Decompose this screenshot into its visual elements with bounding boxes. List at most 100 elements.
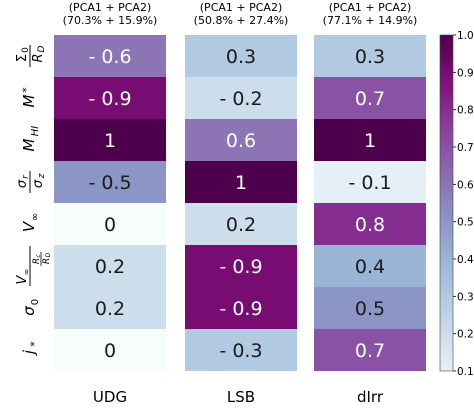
cell-value-label: 0.7 [355,88,385,110]
cell-value-label: 0.8 [355,214,385,236]
heatmap-cell [185,77,297,119]
svg-text:Σ: Σ [15,54,30,62]
svg-text:σ: σ [15,179,30,188]
heatmap-cell [54,35,166,77]
svg-text:∞: ∞ [22,269,31,276]
cell-value-label: - 0.3 [219,340,262,362]
row-label: M* [20,87,38,108]
colorbar-tick-label: 0.9 [457,67,474,79]
cell-value-label: 0.3 [226,46,256,68]
svg-text:HI: HI [30,126,41,137]
pca-label-line1: (PCA1 + PCA2) [69,1,151,14]
svg-text:V: V [20,220,38,232]
heatmap-cell [185,35,297,77]
pca-variance-label: (50.8% + 27.4%) [194,14,289,27]
cell-value-label: - 0.2 [219,88,262,110]
colorbar-tick-label: 0.3 [457,291,474,303]
cell-value-label: 0.7 [355,340,385,362]
cell-value-label: - 0.9 [219,256,262,278]
cell-value-label: 0.3 [355,46,385,68]
colorbar-gradient [439,34,454,372]
heatmap-cell [185,119,297,161]
heatmap-cell [314,203,426,245]
svg-text:M: M [20,138,38,151]
colorbar-tick-label: 0.2 [457,329,474,341]
heatmap-cell [54,287,166,329]
panel-label: dIrr [357,388,384,406]
svg-text:*: * [28,341,41,347]
cell-value-label: 1 [104,130,116,152]
cell-value-label: - 0.1 [348,172,391,194]
heatmap-cell [54,329,166,371]
svg-text:0: 0 [21,47,31,53]
heatmap-cell [185,203,297,245]
heatmap-cell [314,77,426,119]
heatmap-cell [54,245,166,287]
cell-value-label: 0.5 [355,298,385,320]
svg-text:0: 0 [30,299,41,305]
cell-value-label: 1 [364,130,376,152]
cell-value-label: 0.2 [95,256,125,278]
cell-value-label: 1 [235,172,247,194]
colorbar-tick-label: 0.7 [457,142,474,154]
heatmap-cell [314,119,426,161]
cell-value-label: 0 [104,340,116,362]
pca-label-line1: (PCA1 + PCA2) [200,1,282,14]
heatmap-cell [185,329,297,371]
cell-value-label: 0.2 [95,298,125,320]
pca-variance-label: (70.3% + 15.9%) [63,14,158,27]
cell-value-label: - 0.5 [88,172,131,194]
heatmap-cell [314,287,426,329]
heatmap-cell [54,119,166,161]
heatmap-cell [54,161,166,203]
colorbar-tick-label: 0.4 [457,254,474,266]
colorbar-tick-label: 0.1 [457,366,474,378]
colorbar-tick-label: 1.0 [457,30,474,42]
pca-label-line1: (PCA1 + PCA2) [329,1,411,14]
panel-label: LSB [227,388,255,406]
svg-text:R: R [31,53,46,62]
heatmap-cell [54,203,166,245]
svg-text:∞: ∞ [30,213,41,221]
cell-value-label: 0 [104,214,116,236]
panel-label: UDG [93,388,127,406]
heatmap-cell [314,35,426,77]
svg-text:j: j [20,349,38,356]
cell-value-label: - 0.9 [219,298,262,320]
row-label: MHI [20,126,41,152]
colorbar: 0.1 0.2 0.3 0.4 0.5 0.6 0.7 0.8 0.9 1.0 [439,30,474,378]
svg-text:σ: σ [20,306,38,316]
svg-text:σ: σ [31,179,46,188]
svg-text:M: M [20,94,38,107]
svg-text:V: V [15,274,30,284]
svg-text:R: R [42,258,52,264]
svg-text:c: c [35,254,42,258]
heatmap-cell [185,161,297,203]
svg-text:z: z [37,173,47,179]
colorbar-tick-label: 0.8 [457,105,474,117]
heatmap-cell [185,245,297,287]
svg-text:D: D [37,45,47,52]
row-label: V∞ [20,213,41,232]
colorbar-tick-label: 0.5 [457,217,474,229]
row-label: j* [20,341,41,356]
heatmap-cell [314,329,426,371]
cell-value-label: 0.2 [226,214,256,236]
row-label: σ0 [20,299,41,316]
heatmap-cell [54,77,166,119]
colorbar-tick-label: 0.6 [457,179,474,191]
cell-value-label: 0.4 [355,256,385,278]
heatmap-cell [314,245,426,287]
svg-text:R: R [32,258,42,264]
svg-text:*: * [20,87,33,93]
heatmap-cell [314,161,426,203]
cell-value-label: - 0.9 [88,88,131,110]
svg-text:D: D [45,252,52,257]
cell-value-label: 0.6 [226,130,256,152]
heatmap-cell [185,287,297,329]
